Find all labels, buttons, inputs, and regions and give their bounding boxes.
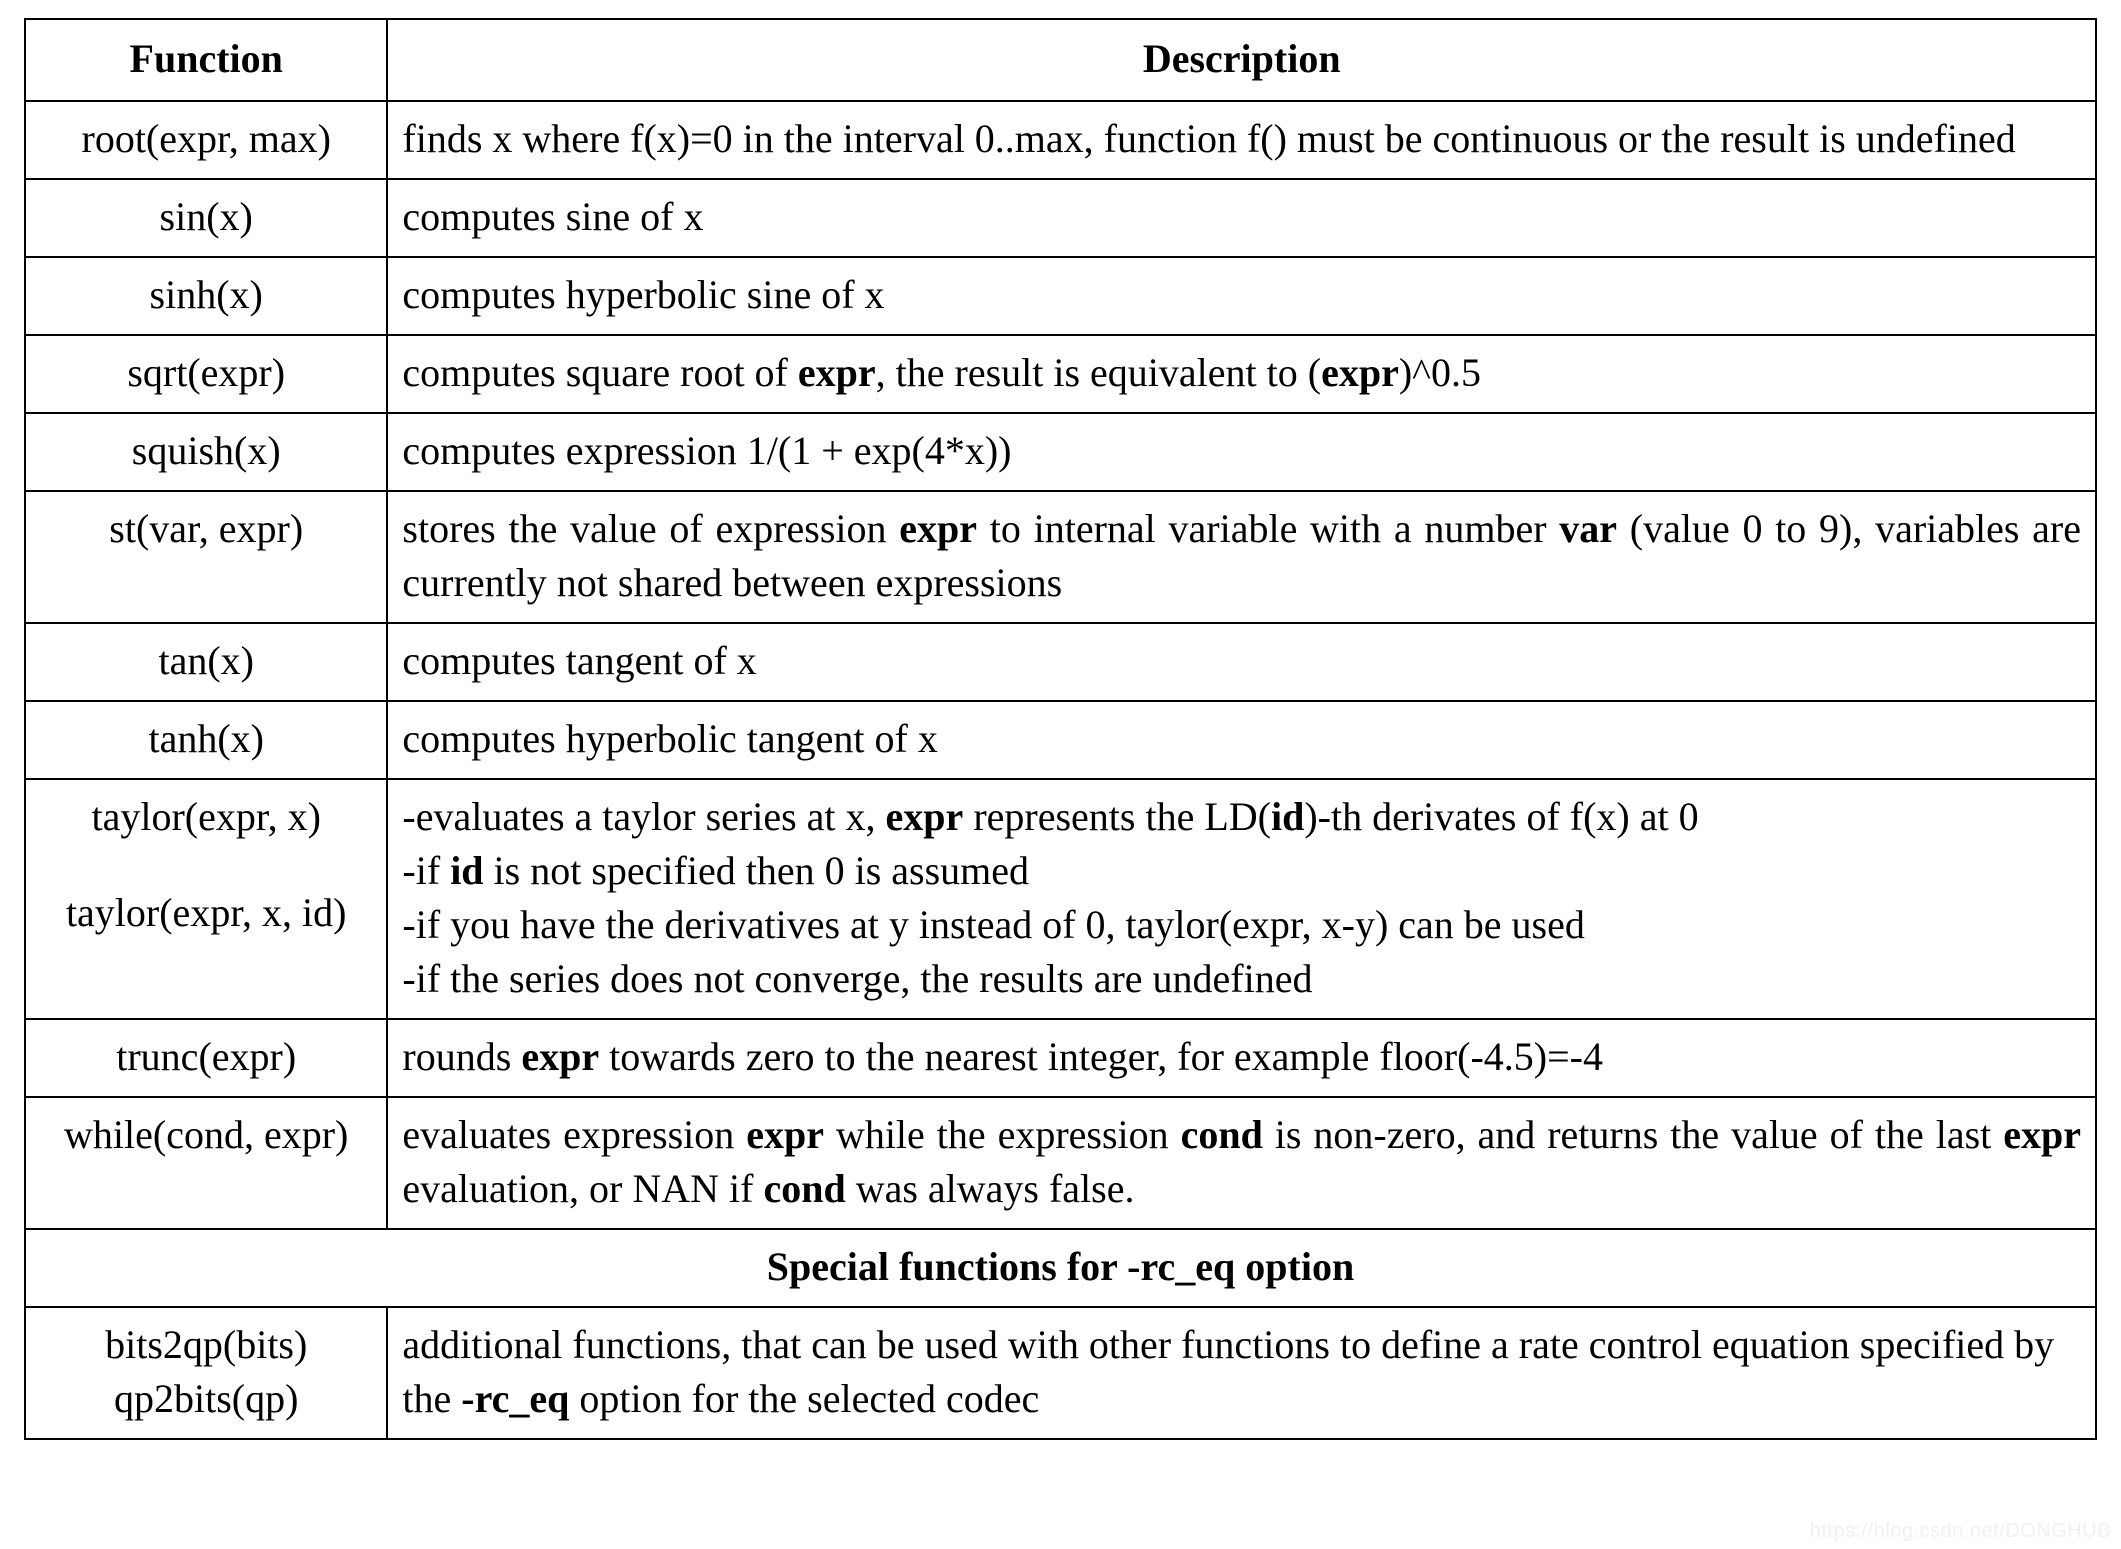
function-cell: bits2qp(bits)qp2bits(qp) — [25, 1307, 387, 1439]
description-cell: computes hyperbolic sine of x — [387, 257, 2096, 335]
table-body: root(expr, max)finds x where f(x)=0 in t… — [25, 101, 2096, 1439]
description-cell: evaluates expression expr while the expr… — [387, 1097, 2096, 1229]
description-cell: computes tangent of x — [387, 623, 2096, 701]
watermark: https://blog.csdn.net/DONGHUB — [1810, 1520, 2111, 1543]
table-row: bits2qp(bits)qp2bits(qp)additional funct… — [25, 1307, 2096, 1439]
description-cell: computes hyperbolic tangent of x — [387, 701, 2096, 779]
table-row: tan(x)computes tangent of x — [25, 623, 2096, 701]
function-cell: tanh(x) — [25, 701, 387, 779]
function-cell: tan(x) — [25, 623, 387, 701]
description-cell: computes sine of x — [387, 179, 2096, 257]
page: Function Description root(expr, max)find… — [0, 0, 2121, 1480]
section-header: Special functions for -rc_eq option — [25, 1229, 2096, 1307]
function-cell: sin(x) — [25, 179, 387, 257]
description-cell: additional functions, that can be used w… — [387, 1307, 2096, 1439]
header-function: Function — [25, 19, 387, 101]
table-row: root(expr, max)finds x where f(x)=0 in t… — [25, 101, 2096, 179]
description-cell: computes square root of expr, the result… — [387, 335, 2096, 413]
description-cell: stores the value of expression expr to i… — [387, 491, 2096, 623]
table-row: Special functions for -rc_eq option — [25, 1229, 2096, 1307]
table-row: sinh(x)computes hyperbolic sine of x — [25, 257, 2096, 335]
table-row: sqrt(expr)computes square root of expr, … — [25, 335, 2096, 413]
function-cell: taylor(expr, x)taylor(expr, x, id) — [25, 779, 387, 1019]
description-cell: rounds expr towards zero to the nearest … — [387, 1019, 2096, 1097]
header-description: Description — [387, 19, 2096, 101]
functions-table: Function Description root(expr, max)find… — [24, 18, 2097, 1440]
table-row: sin(x)computes sine of x — [25, 179, 2096, 257]
function-cell: root(expr, max) — [25, 101, 387, 179]
table-head: Function Description — [25, 19, 2096, 101]
description-cell: computes expression 1/(1 + exp(4*x)) — [387, 413, 2096, 491]
table-row: squish(x)computes expression 1/(1 + exp(… — [25, 413, 2096, 491]
function-cell: squish(x) — [25, 413, 387, 491]
table-row: st(var, expr)stores the value of express… — [25, 491, 2096, 623]
table-row: taylor(expr, x)taylor(expr, x, id)-evalu… — [25, 779, 2096, 1019]
table-header-row: Function Description — [25, 19, 2096, 101]
table-row: while(cond, expr)evaluates expression ex… — [25, 1097, 2096, 1229]
function-cell: trunc(expr) — [25, 1019, 387, 1097]
description-cell: finds x where f(x)=0 in the interval 0..… — [387, 101, 2096, 179]
function-cell: st(var, expr) — [25, 491, 387, 623]
description-cell: -evaluates a taylor series at x, expr re… — [387, 779, 2096, 1019]
table-row: tanh(x)computes hyperbolic tangent of x — [25, 701, 2096, 779]
table-row: trunc(expr)rounds expr towards zero to t… — [25, 1019, 2096, 1097]
function-cell: sqrt(expr) — [25, 335, 387, 413]
function-cell: sinh(x) — [25, 257, 387, 335]
function-cell: while(cond, expr) — [25, 1097, 387, 1229]
